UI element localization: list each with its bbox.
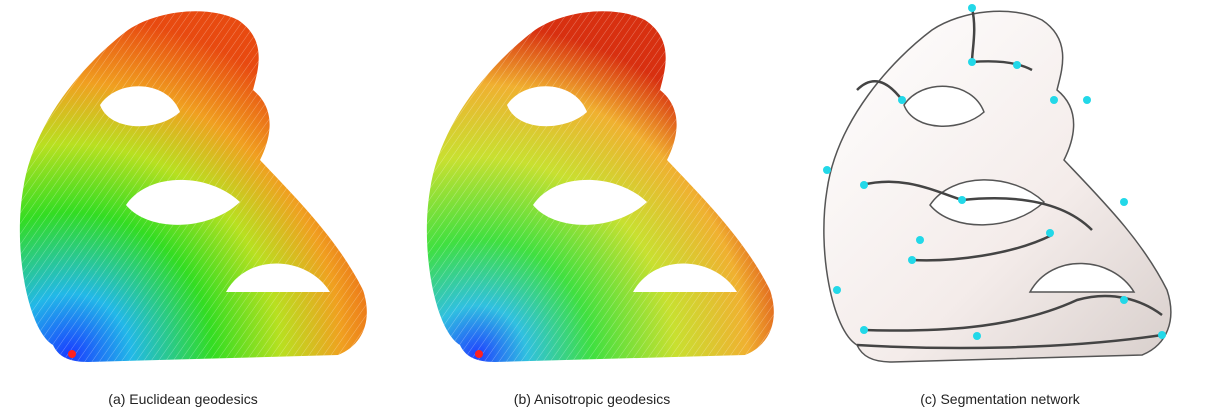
- mesh-render: [824, 11, 1171, 362]
- caption: (b) Anisotropic geodesics: [514, 391, 670, 407]
- caption: (c) Segmentation network: [920, 391, 1081, 407]
- source-point: [68, 350, 76, 358]
- panel-b: [427, 11, 774, 362]
- figure: (a) Euclidean geodesics (b) Anisotropic …: [0, 0, 1210, 415]
- caption: (a) Euclidean geodesics: [108, 391, 257, 407]
- geodesic-strands: [20, 11, 367, 362]
- panel-a: [20, 11, 367, 362]
- geodesic-strands: [427, 11, 774, 362]
- source-point: [475, 350, 483, 358]
- panel-c: [823, 4, 1171, 362]
